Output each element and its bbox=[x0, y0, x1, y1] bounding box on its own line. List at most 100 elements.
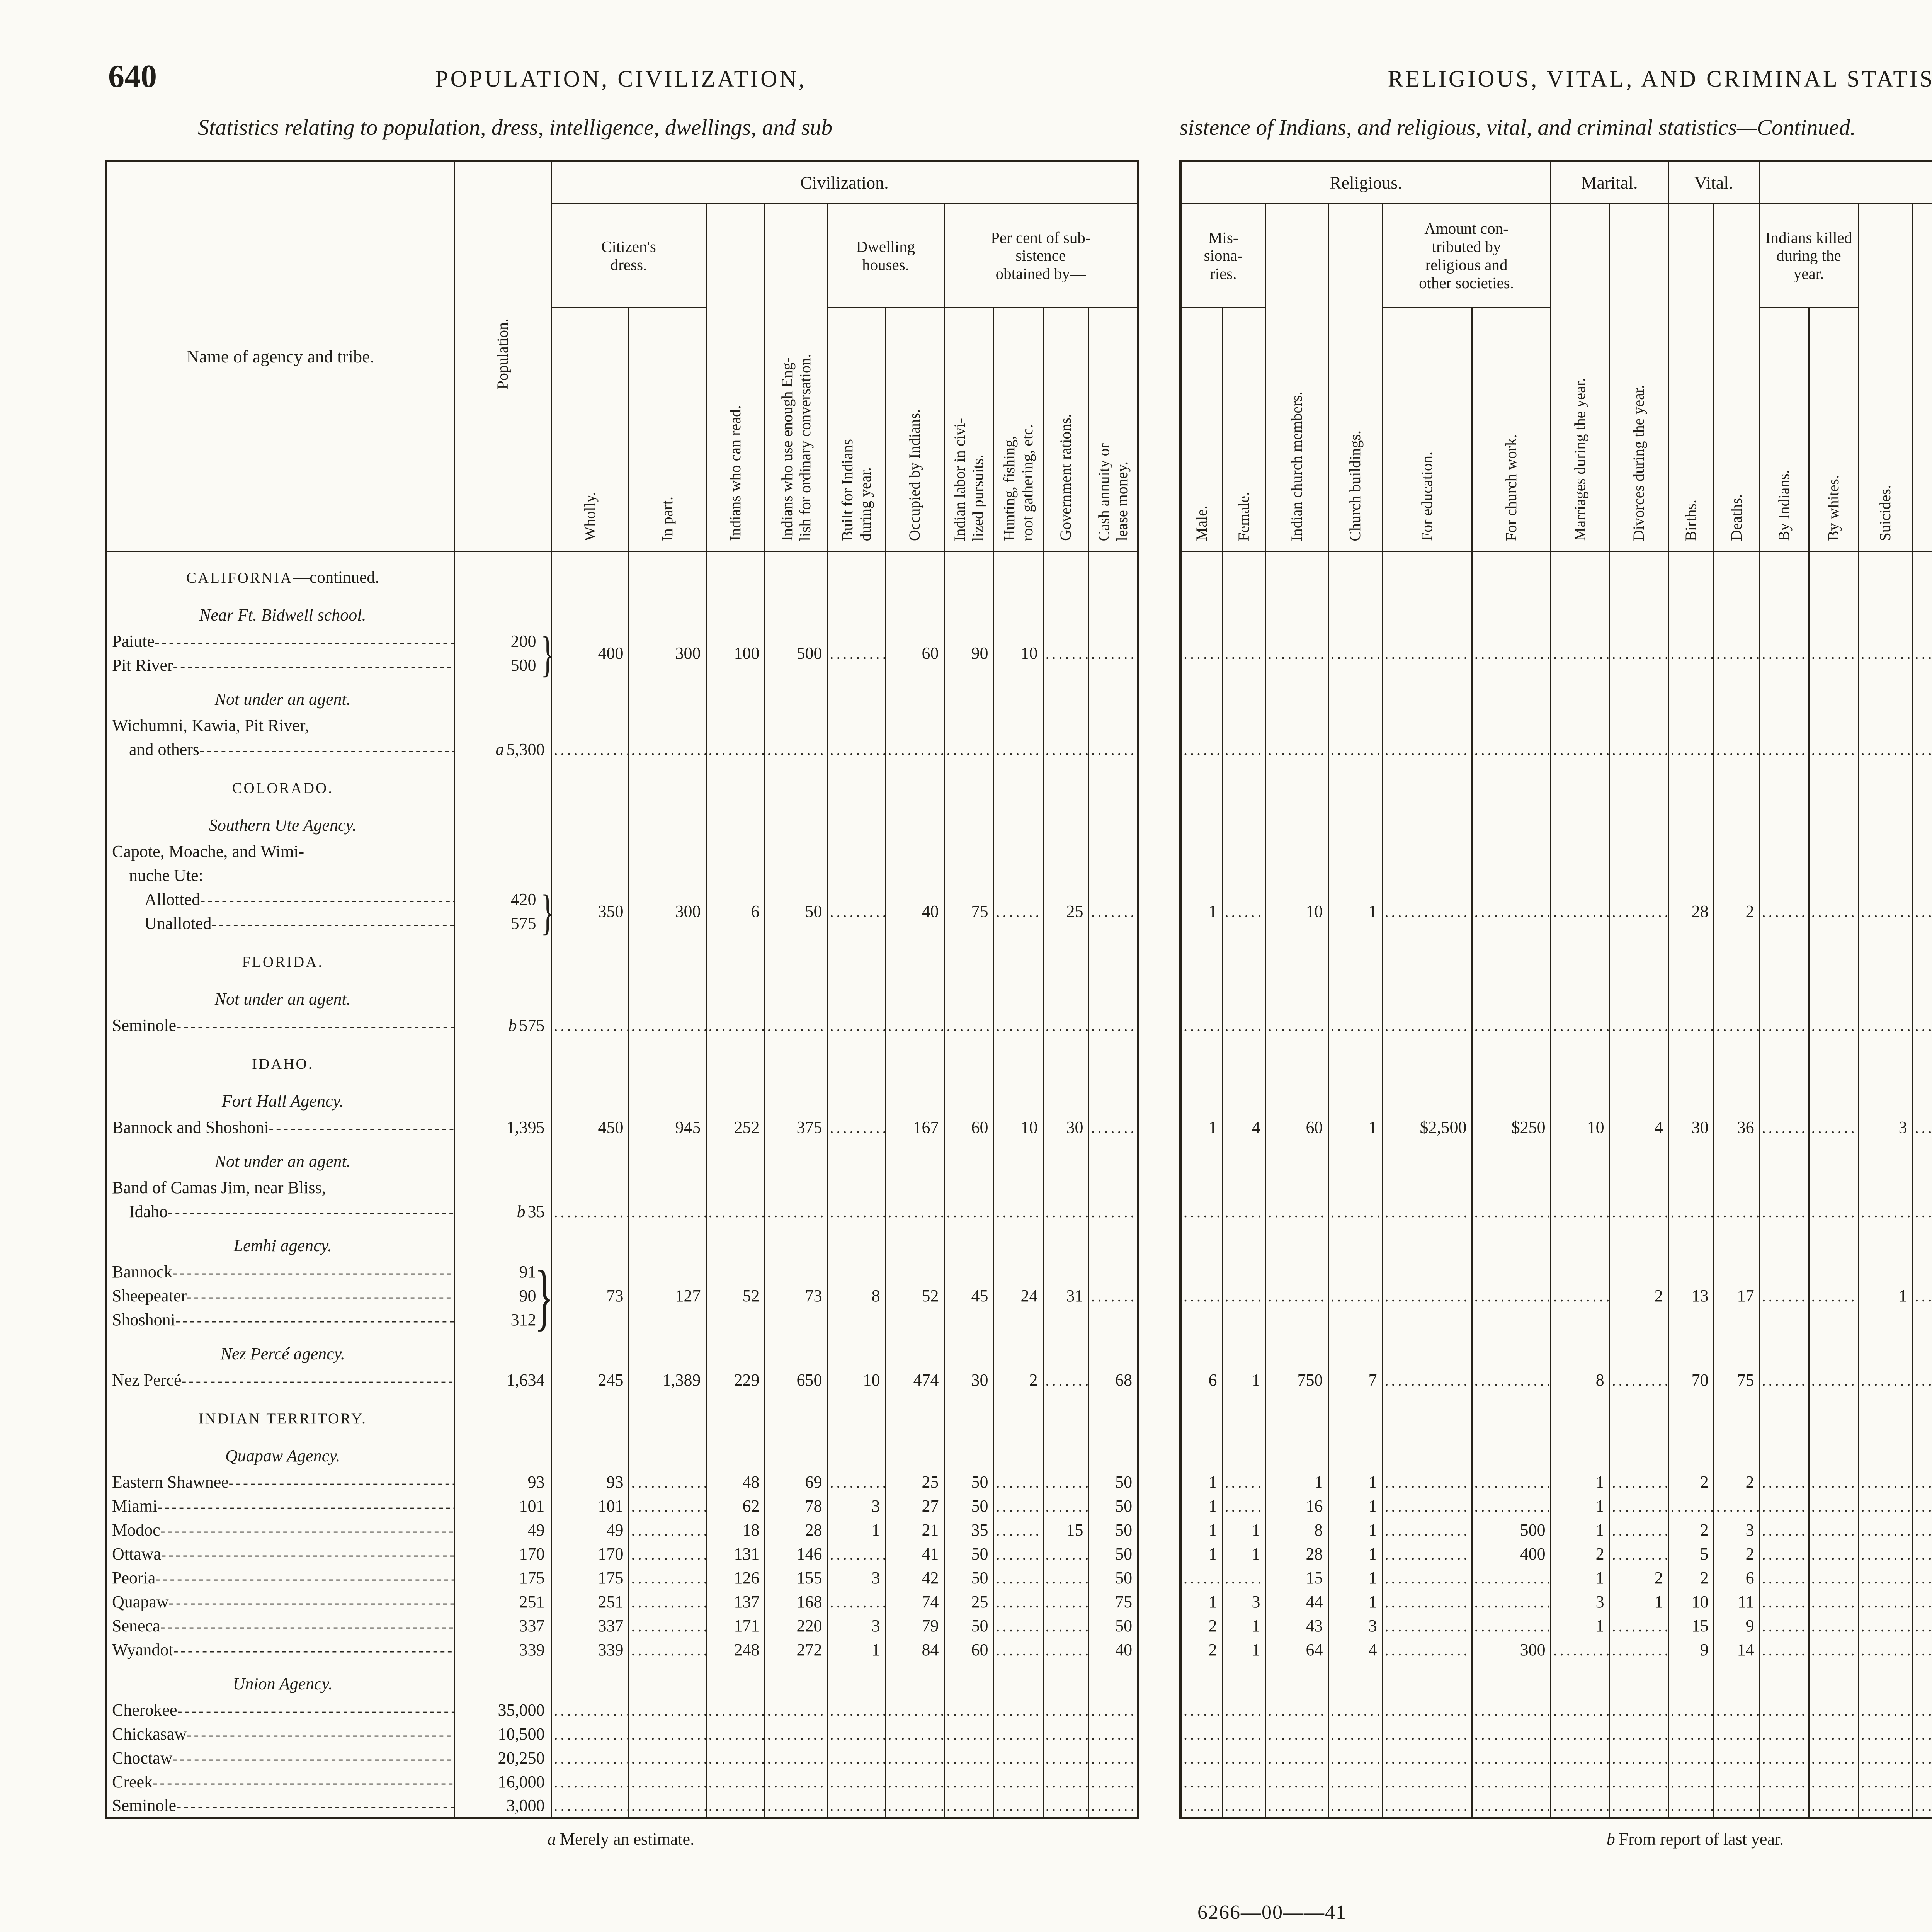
data-cell: 5 bbox=[1667, 1542, 1714, 1566]
blank-cell bbox=[1088, 1223, 1139, 1260]
blank-cell bbox=[1265, 1392, 1329, 1434]
blank-cell bbox=[943, 803, 994, 840]
data-cell: 52 bbox=[705, 1260, 765, 1332]
blank-cell bbox=[1180, 1079, 1223, 1116]
data-cell: 21 bbox=[884, 1518, 945, 1542]
blank-cell bbox=[764, 593, 828, 629]
blank-cell bbox=[1808, 1332, 1859, 1368]
data-cell bbox=[551, 1013, 629, 1037]
blank-cell bbox=[1327, 1434, 1383, 1470]
data-cell bbox=[1857, 629, 1913, 677]
data-cell bbox=[1808, 1013, 1859, 1037]
blank-cell bbox=[1221, 1139, 1266, 1176]
table-row bbox=[1180, 1013, 1932, 1037]
table-row bbox=[1180, 593, 1932, 629]
data-cell bbox=[993, 1770, 1044, 1794]
blank-cell bbox=[1808, 677, 1859, 714]
blank-cell bbox=[1042, 1662, 1089, 1698]
data-cell: 27 bbox=[884, 1494, 945, 1518]
data-cell bbox=[993, 1542, 1044, 1566]
blank-cell bbox=[1042, 551, 1089, 593]
blank-cell bbox=[1471, 1139, 1551, 1176]
data-cell: 168 bbox=[764, 1590, 828, 1614]
blank-cell bbox=[628, 1079, 707, 1116]
blank-cell bbox=[551, 1175, 629, 1200]
data-cell: 35 bbox=[943, 1518, 994, 1542]
data-cell bbox=[628, 1518, 707, 1542]
blank-cell bbox=[1265, 1175, 1329, 1200]
table-row bbox=[1180, 1662, 1932, 1698]
data-cell bbox=[993, 1470, 1044, 1494]
blank-cell bbox=[551, 863, 629, 888]
data-cell bbox=[1857, 1013, 1913, 1037]
row-label-cell: Shoshoni bbox=[105, 1308, 455, 1332]
blank-cell bbox=[628, 1392, 707, 1434]
population-cell bbox=[453, 1662, 552, 1698]
data-cell bbox=[1713, 1722, 1760, 1746]
blank-cell bbox=[1265, 1662, 1329, 1698]
blank-cell bbox=[1180, 551, 1223, 593]
row-label-cell: Seminole bbox=[105, 1013, 455, 1037]
group-header-vital: Vital. bbox=[1667, 160, 1760, 204]
blank-cell bbox=[1713, 1223, 1760, 1260]
blank-cell bbox=[1759, 677, 1810, 714]
right-footnote: b From report of last year. bbox=[1606, 1829, 1784, 1849]
population-cell: 101 bbox=[453, 1494, 552, 1518]
data-cell: 60 bbox=[943, 1638, 994, 1662]
data-cell: 1 bbox=[1857, 1260, 1913, 1332]
data-cell bbox=[1550, 1638, 1610, 1662]
blank-cell bbox=[1912, 839, 1932, 864]
blank-cell bbox=[1180, 839, 1223, 864]
data-cell bbox=[1713, 629, 1760, 677]
blank-cell bbox=[1042, 935, 1089, 977]
data-cell bbox=[1221, 1260, 1266, 1332]
data-cell: 1 bbox=[1327, 1518, 1383, 1542]
blank-cell bbox=[1381, 863, 1473, 888]
data-cell bbox=[1471, 1494, 1551, 1518]
data-cell bbox=[943, 1746, 994, 1770]
blank-cell bbox=[1759, 761, 1810, 803]
row-label-cell: Not under an agent. bbox=[105, 1139, 455, 1176]
data-cell: 251 bbox=[551, 1590, 629, 1614]
data-cell: 16 bbox=[1265, 1494, 1329, 1518]
data-cell bbox=[827, 1542, 886, 1566]
data-cell bbox=[1609, 1013, 1669, 1037]
blank-cell bbox=[1713, 1332, 1760, 1368]
population-cell: a 5,300 bbox=[453, 737, 552, 762]
blank-cell bbox=[705, 1434, 765, 1470]
data-cell: 9 bbox=[1713, 1614, 1760, 1638]
data-cell bbox=[1759, 737, 1810, 762]
blank-cell bbox=[1265, 1139, 1329, 1176]
data-cell: 10 bbox=[1265, 887, 1329, 935]
blank-cell bbox=[1808, 1434, 1859, 1470]
data-cell: 43 bbox=[1265, 1614, 1329, 1638]
data-cell bbox=[1471, 1368, 1551, 1392]
population-cell: 3,000 bbox=[453, 1794, 552, 1818]
population-cell bbox=[453, 1079, 552, 1116]
left-footnote: a Merely an estimate. bbox=[547, 1829, 695, 1849]
tables: Name of agency and tribe. Population. Ci… bbox=[0, 160, 1932, 1849]
population-cell bbox=[453, 1037, 552, 1079]
data-cell: 60 bbox=[1265, 1115, 1329, 1139]
blank-cell bbox=[1609, 977, 1669, 1014]
data-cell bbox=[1667, 1199, 1714, 1224]
blank-cell bbox=[1713, 551, 1760, 593]
blank-cell bbox=[764, 1175, 828, 1200]
blank-cell bbox=[1808, 1139, 1859, 1176]
blank-cell bbox=[705, 1139, 765, 1176]
data-cell: 78 bbox=[764, 1494, 828, 1518]
table-row: Paiute200}400300100500609010 bbox=[105, 629, 1139, 679]
data-cell bbox=[1667, 1722, 1714, 1746]
blank-cell bbox=[1609, 1175, 1669, 1200]
data-cell: 50 bbox=[943, 1470, 994, 1494]
blank-cell bbox=[1713, 593, 1760, 629]
population-cell: 170 bbox=[453, 1542, 552, 1566]
data-cell bbox=[943, 1013, 994, 1037]
blank-cell bbox=[884, 1332, 945, 1368]
data-cell: 60 bbox=[884, 629, 945, 677]
blank-cell bbox=[1713, 863, 1760, 888]
data-cell bbox=[1327, 1794, 1383, 1818]
data-cell bbox=[1180, 1770, 1223, 1794]
data-cell: 50 bbox=[943, 1542, 994, 1566]
blank-cell bbox=[1327, 1223, 1383, 1260]
